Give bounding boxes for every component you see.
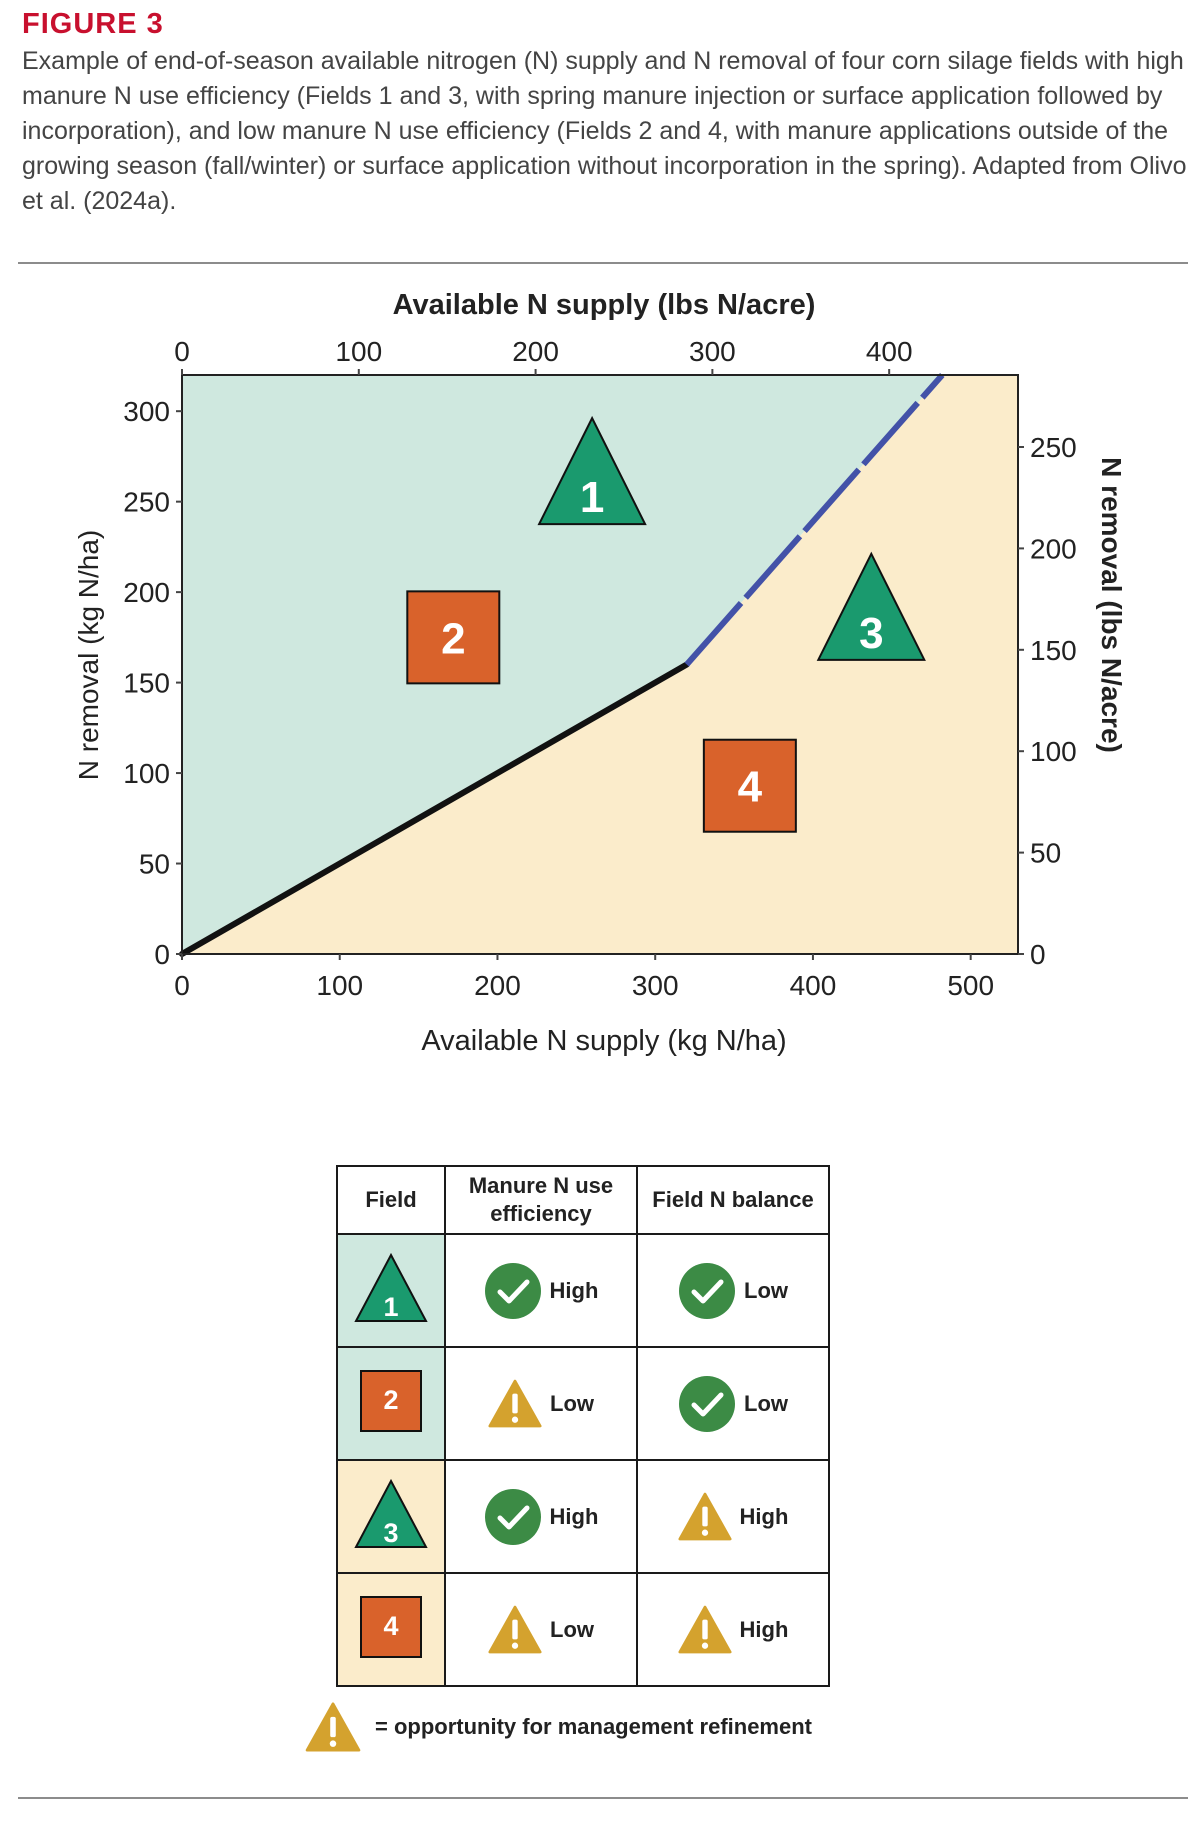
x2-tick-label: 200 [512, 336, 559, 367]
efficiency-cell: High [444, 1459, 638, 1574]
header-field: Field [336, 1165, 446, 1235]
x2-tick-label: 300 [689, 336, 736, 367]
balance-cell: High [636, 1572, 830, 1687]
x2-axis-title: Available N supply (lbs N/acre) [393, 289, 816, 321]
bottom-divider [18, 1797, 1188, 1799]
y-axis-title: N removal (kg N/ha) [73, 530, 104, 781]
check-icon [678, 1262, 736, 1320]
field-1-triangle [537, 415, 647, 526]
y2-tick-label: 100 [1030, 736, 1077, 767]
warning-icon [305, 1702, 361, 1752]
x-tick-label: 400 [790, 970, 837, 1001]
y2-tick-label: 200 [1030, 533, 1077, 564]
x-tick-label: 300 [632, 970, 679, 1001]
x-tick-label: 100 [316, 970, 363, 1001]
y-tick-label: 0 [154, 939, 170, 970]
warning-icon [677, 1605, 732, 1654]
warning-icon [488, 1379, 542, 1428]
table-row: 4 Low High [336, 1572, 830, 1687]
field-cell: 3 [336, 1459, 446, 1574]
x2-tick-label: 100 [335, 336, 382, 367]
y2-tick-label: 0 [1030, 939, 1046, 970]
field-number: 3 [383, 1518, 399, 1548]
field-number: 2 [383, 1385, 399, 1415]
y-tick-label: 250 [123, 487, 170, 518]
x-tick-label: 500 [947, 970, 994, 1001]
table-header-row: Field Manure N use efficiency Field N ba… [336, 1165, 830, 1235]
upper-region [182, 375, 943, 954]
y-tick-label: 50 [139, 849, 170, 880]
field-4-square [702, 738, 797, 833]
efficiency-value: Low [550, 1390, 594, 1416]
efficiency-cell: Low [444, 1346, 638, 1461]
field-3-label: 3 [859, 609, 883, 658]
chart-axes [181, 374, 1019, 955]
field-1-label: 1 [580, 473, 604, 522]
field-cell: 4 [336, 1572, 446, 1687]
y2-tick-label: 250 [1030, 432, 1077, 463]
efficiency-cell: Low [444, 1572, 638, 1687]
field-2-square [406, 590, 501, 685]
header-efficiency: Manure N use efficiency [444, 1165, 638, 1235]
field-number: 1 [383, 1292, 399, 1322]
x-axis-title: Available N supply (kg N/ha) [421, 1025, 786, 1057]
y-tick-label: 150 [123, 668, 170, 699]
balance-value: Low [744, 1390, 788, 1416]
solid-line [179, 661, 690, 957]
x2-tick-label: 0 [174, 336, 190, 367]
field-4-label: 4 [738, 763, 763, 812]
balance-cell: Low [636, 1233, 830, 1348]
table-row: 3 High High [336, 1459, 830, 1574]
field-3-triangle [816, 551, 926, 661]
y-tick-label: 300 [123, 396, 170, 427]
figure-caption: Example of end-of-season available nitro… [22, 47, 1187, 215]
legend-note: = opportunity for management refinement [305, 1702, 812, 1752]
efficiency-value: High [549, 1503, 599, 1529]
field-cell: 1 [336, 1233, 446, 1348]
x2-tick-label: 400 [866, 336, 913, 367]
triangle-marker-icon: 1 [353, 1252, 429, 1329]
y2-axis-title: N removal (lbs N/acre) [1096, 457, 1127, 753]
field-2-label: 2 [441, 614, 465, 663]
balance-value: Low [744, 1277, 788, 1303]
y-tick-label: 100 [123, 758, 170, 789]
balance-cell: Low [636, 1346, 830, 1461]
efficiency-value: Low [550, 1616, 594, 1642]
field-number: 4 [383, 1611, 399, 1641]
square-marker-icon: 2 [360, 1370, 422, 1437]
warning-icon [677, 1492, 732, 1541]
table-row: 1 High Low [336, 1233, 830, 1348]
efficiency-cell: High [444, 1233, 638, 1348]
triangle-marker-icon: 3 [353, 1478, 429, 1555]
field-summary-table: Field Manure N use efficiency Field N ba… [336, 1165, 830, 1687]
chart-lines [179, 373, 945, 957]
check-icon [484, 1262, 542, 1320]
warning-icon [488, 1605, 542, 1654]
y-tick-label: 200 [123, 577, 170, 608]
check-icon [484, 1488, 542, 1546]
dashed-line [684, 373, 945, 667]
check-icon [678, 1375, 736, 1433]
legend-note-text: = opportunity for management refinement [375, 1714, 812, 1739]
n-balance-chart: 12 34 0 100 200 300 400 5000501001502002503000… [73, 289, 1127, 1057]
y2-tick-label: 50 [1030, 838, 1061, 869]
chart-regions [182, 375, 1018, 954]
plot-frame [181, 374, 1019, 955]
header-balance: Field N balance [636, 1165, 830, 1235]
top-divider [18, 262, 1188, 264]
efficiency-value: High [549, 1277, 599, 1303]
balance-value: High [739, 1503, 789, 1529]
x-tick-label: 0 [174, 970, 190, 1001]
table-row: 2 Low Low [336, 1346, 830, 1461]
square-marker-icon: 4 [360, 1596, 422, 1663]
lower-region [182, 375, 1018, 954]
field-cell: 2 [336, 1346, 446, 1461]
figure-label: FIGURE 3 [22, 8, 164, 40]
balance-value: High [739, 1616, 789, 1642]
chart-markers: 1 2 3 4 [406, 415, 926, 833]
y2-tick-label: 150 [1030, 635, 1077, 666]
balance-cell: High [636, 1459, 830, 1574]
x-tick-label: 200 [474, 970, 521, 1001]
